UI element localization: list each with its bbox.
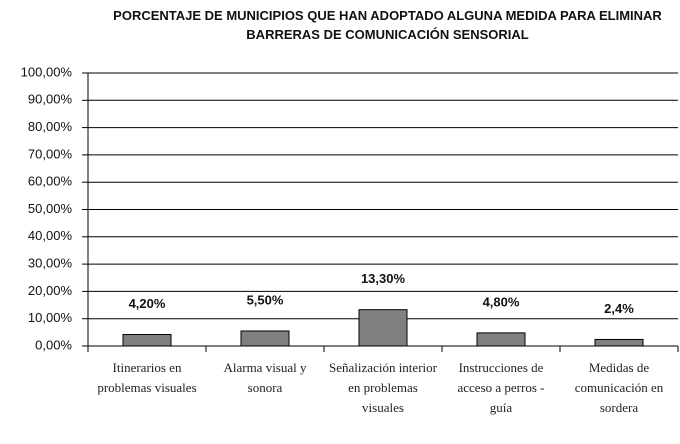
x-tick-label: Alarma visual y sonora	[223, 360, 307, 395]
x-tick-label: Medidas de comunicación en sordera	[574, 360, 664, 415]
data-label: 13,30%	[361, 271, 406, 286]
y-tick-label: 0,00%	[35, 337, 72, 352]
y-tick-label: 60,00%	[28, 174, 73, 189]
bar	[240, 330, 290, 347]
y-tick-label: 30,00%	[28, 256, 73, 271]
data-label: 4,80%	[483, 294, 520, 309]
y-tick-label: 70,00%	[28, 146, 73, 161]
x-tick-label: Señalización interior en problemas visua…	[329, 360, 437, 415]
bar	[476, 332, 526, 347]
y-tick-label: 10,00%	[28, 310, 73, 325]
y-tick-label: 100,00%	[21, 64, 73, 79]
x-tick-label: Instrucciones de acceso a perros - guía	[457, 360, 545, 415]
y-tick-label: 80,00%	[28, 119, 73, 134]
y-tick-label: 50,00%	[28, 201, 73, 216]
bar	[122, 334, 172, 347]
chart-title: PORCENTAJE DE MUNICIPIOS QUE HAN ADOPTAD…	[113, 8, 662, 42]
y-tick-label: 90,00%	[28, 92, 73, 107]
y-tick-label: 20,00%	[28, 283, 73, 298]
y-tick-label: 40,00%	[28, 228, 73, 243]
data-label: 2,4%	[604, 301, 634, 316]
bar	[358, 309, 408, 347]
x-tick-label: Itinerarios en problemas visuales	[97, 360, 197, 395]
bar	[594, 338, 644, 347]
data-label: 5,50%	[247, 292, 284, 307]
data-label: 4,20%	[129, 296, 166, 311]
